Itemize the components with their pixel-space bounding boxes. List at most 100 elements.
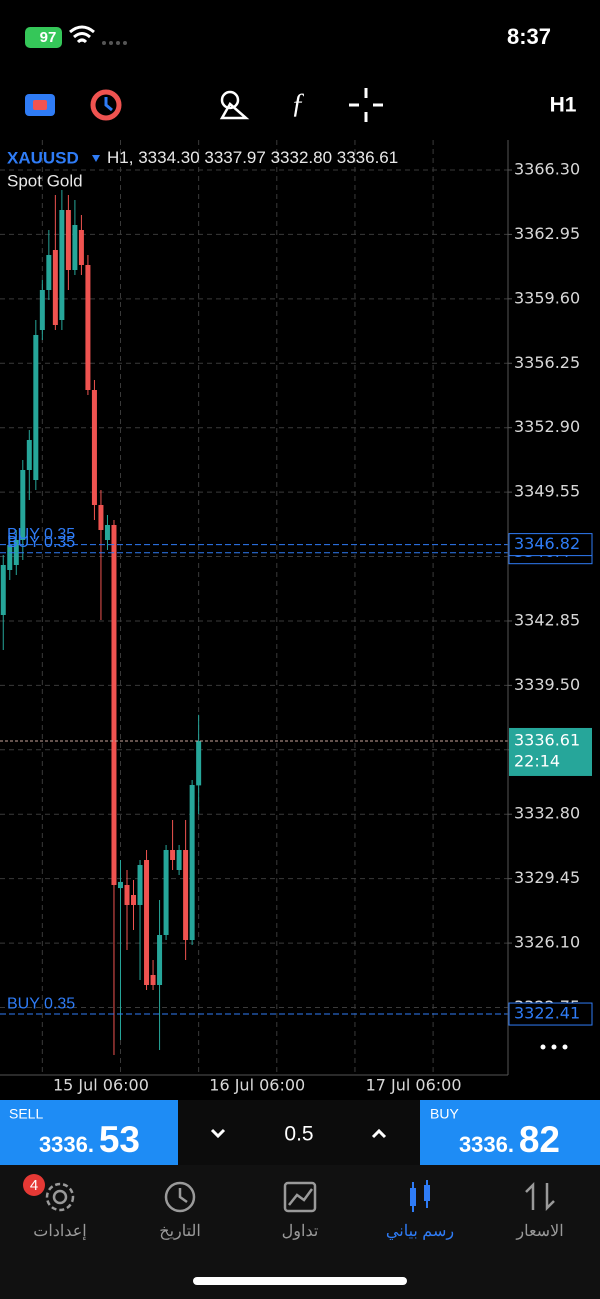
quotes-icon[interactable] bbox=[525, 1181, 555, 1212]
current-price: 3336.61 bbox=[514, 730, 580, 749]
order-label: BUY 0.35 bbox=[7, 526, 75, 543]
buy-price-big: 82 bbox=[519, 1119, 560, 1160]
candle-body bbox=[20, 470, 26, 540]
y-tick-label: 3342.85 bbox=[514, 610, 580, 629]
buy-button[interactable] bbox=[420, 1100, 600, 1165]
symbol[interactable]: XAUUSD bbox=[7, 148, 79, 167]
candle-body bbox=[7, 545, 13, 570]
y-tick-label: 3362.95 bbox=[514, 224, 580, 243]
signal-dots bbox=[102, 41, 127, 45]
chart-tab-icon[interactable] bbox=[410, 1180, 430, 1212]
symbol-description: Spot Gold bbox=[7, 171, 83, 190]
candle-body bbox=[52, 250, 58, 325]
y-tick-label: 3366.30 bbox=[514, 160, 580, 179]
functions-icon[interactable]: ƒ bbox=[291, 88, 305, 119]
x-tick-label: 16 Jul 06:00 bbox=[209, 1076, 305, 1095]
tab-label[interactable]: التاريخ bbox=[159, 1223, 201, 1240]
chart: 3366.30 3362.95 3359.60 3356.25 3352.90 3349.… bbox=[0, 140, 593, 1095]
y-tick-label: 3359.60 bbox=[514, 288, 580, 307]
bar-countdown: 22:14 bbox=[514, 751, 560, 770]
candle-body bbox=[163, 850, 169, 935]
candle-body bbox=[189, 785, 195, 940]
candle-body bbox=[46, 255, 52, 290]
candle-body bbox=[39, 290, 45, 330]
candle-body bbox=[72, 225, 78, 270]
candle-body bbox=[26, 440, 32, 470]
more-button[interactable] bbox=[540, 1044, 568, 1050]
candle-body bbox=[78, 230, 84, 265]
objects-icon[interactable] bbox=[219, 90, 250, 120]
candle-body bbox=[65, 210, 71, 270]
tab-label-active[interactable]: رسم بياني bbox=[386, 1223, 454, 1240]
candle-body bbox=[91, 390, 97, 505]
header-timeframe: H1, bbox=[107, 148, 133, 167]
header-high: 3337.97 bbox=[204, 148, 265, 167]
volume-up[interactable] bbox=[371, 1128, 387, 1139]
order-price: 3346.82 bbox=[514, 534, 580, 553]
y-tick-label: 3349.55 bbox=[514, 482, 580, 501]
wifi-icon bbox=[69, 25, 95, 44]
y-tick-label: 3329.45 bbox=[514, 868, 580, 887]
sell-price-big: 53 bbox=[99, 1119, 140, 1160]
battery bbox=[25, 27, 62, 48]
sell-label: SELL bbox=[9, 1106, 43, 1122]
trade-icon[interactable] bbox=[283, 1181, 317, 1213]
order-label: BUY 0.35 bbox=[7, 995, 75, 1012]
buy-price-main: 3336. bbox=[459, 1132, 514, 1157]
history-icon[interactable] bbox=[164, 1181, 196, 1213]
buy-label: BUY bbox=[430, 1106, 459, 1122]
toolbar: ƒ H1 bbox=[25, 88, 577, 122]
candle-body bbox=[176, 850, 182, 870]
volume-down[interactable] bbox=[210, 1128, 226, 1139]
header-low: 3332.80 bbox=[271, 148, 332, 167]
candle-body bbox=[111, 525, 117, 885]
indicators-icon[interactable] bbox=[90, 89, 122, 121]
volume[interactable]: 0.5 bbox=[284, 1123, 313, 1146]
timeframe-button[interactable]: H1 bbox=[550, 94, 577, 117]
settings-icon-gear bbox=[45, 1182, 75, 1212]
battery-level: 97 bbox=[40, 29, 57, 46]
trade-icon-line bbox=[288, 1188, 314, 1206]
home-indicator bbox=[193, 1277, 407, 1285]
badge-count: 4 bbox=[30, 1177, 38, 1194]
sell-button[interactable] bbox=[0, 1100, 178, 1165]
candle-body bbox=[144, 860, 150, 985]
x-tick-label: 17 Jul 06:00 bbox=[366, 1076, 462, 1095]
candle-body bbox=[59, 210, 65, 320]
order-price: 3322.41 bbox=[514, 1004, 580, 1023]
x-tick-label: 15 Jul 06:00 bbox=[53, 1076, 149, 1095]
candle-body bbox=[124, 885, 130, 905]
y-tick-label: 3352.90 bbox=[514, 417, 580, 436]
candle-body bbox=[33, 335, 39, 480]
history-icon-hand bbox=[178, 1188, 188, 1204]
sell-price-main: 3336. bbox=[39, 1132, 94, 1157]
tab-bar bbox=[0, 1165, 600, 1299]
settings-icon[interactable] bbox=[52, 1189, 68, 1205]
clock: 8:37 bbox=[507, 24, 551, 49]
candle-body bbox=[98, 505, 104, 530]
candle-body bbox=[196, 740, 202, 786]
header-close: 3336.61 bbox=[337, 148, 398, 167]
tab-label[interactable]: إعدادات bbox=[33, 1223, 86, 1240]
crosshair-icon[interactable] bbox=[349, 88, 383, 122]
order-price-tag bbox=[508, 1002, 593, 1026]
order-label: BUY 0.35 bbox=[7, 534, 75, 551]
candle-body bbox=[131, 895, 137, 905]
y-tick-label: 3332.80 bbox=[514, 804, 580, 823]
candle-body bbox=[183, 850, 189, 940]
y-tick-label: 3326.10 bbox=[514, 933, 580, 952]
tab-label[interactable]: الاسعار bbox=[515, 1223, 563, 1240]
candle-body bbox=[85, 265, 91, 390]
symbol-dropdown[interactable] bbox=[92, 155, 100, 162]
current-price-tag bbox=[509, 727, 592, 776]
candle-body bbox=[170, 850, 176, 860]
tab-icons bbox=[45, 1181, 555, 1213]
tab-label[interactable]: تداول bbox=[282, 1223, 319, 1240]
candle-body bbox=[117, 881, 123, 889]
candle-body bbox=[104, 525, 110, 540]
candle-body bbox=[150, 975, 156, 985]
chart-mode-icon-inner bbox=[33, 100, 47, 110]
